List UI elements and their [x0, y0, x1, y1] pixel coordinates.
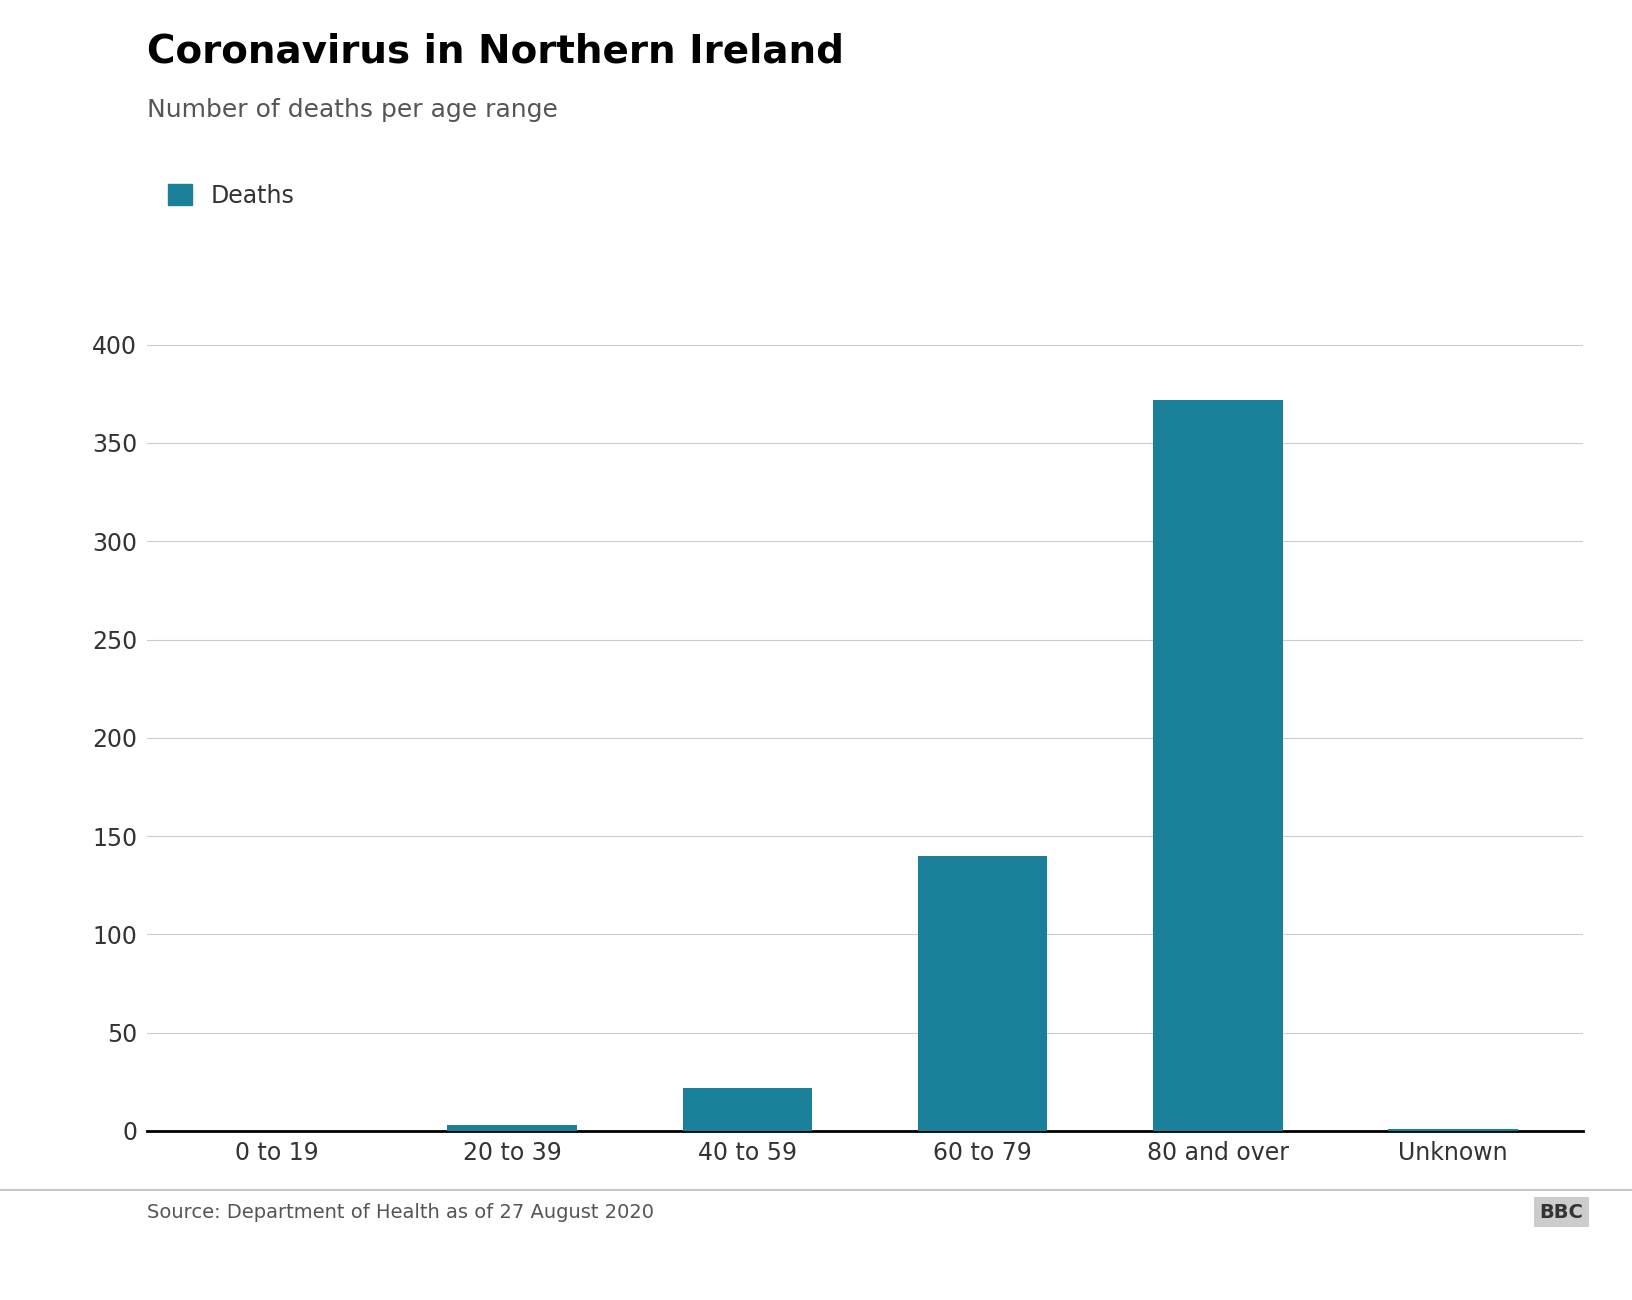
Legend: Deaths: Deaths [158, 174, 304, 217]
Bar [917, 855, 1048, 1131]
Bar [1389, 1128, 1518, 1131]
Text: Source: Department of Health as of 27 August 2020: Source: Department of Health as of 27 Au… [147, 1202, 654, 1222]
Bar [682, 1088, 813, 1131]
Text: BBC: BBC [1539, 1202, 1583, 1222]
Text: Coronavirus in Northern Ireland: Coronavirus in Northern Ireland [147, 32, 844, 70]
Bar [1154, 399, 1283, 1131]
Bar [447, 1124, 576, 1131]
Text: Number of deaths per age range: Number of deaths per age range [147, 98, 558, 121]
